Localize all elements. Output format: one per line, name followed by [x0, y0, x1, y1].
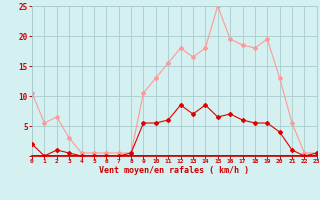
X-axis label: Vent moyen/en rafales ( km/h ): Vent moyen/en rafales ( km/h ) — [100, 166, 249, 175]
